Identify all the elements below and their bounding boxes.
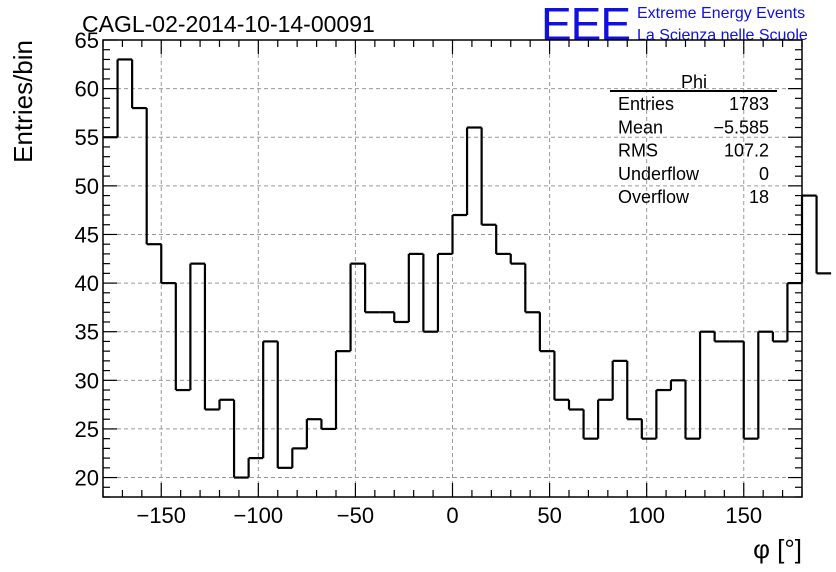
stats-box-title: Phi — [681, 72, 707, 92]
histogram-bin — [422, 253, 438, 333]
histogram-bin — [815, 195, 832, 275]
stats-row-label: Underflow — [618, 164, 700, 184]
histogram-bin — [436, 252, 453, 332]
histogram-bin — [713, 331, 730, 343]
histogram-bin — [800, 194, 817, 284]
y-tick-label: 65 — [75, 28, 99, 53]
histogram-bin — [684, 380, 701, 440]
histogram-bin — [262, 340, 278, 459]
y-tick-label: 50 — [75, 174, 99, 199]
y-tick-label: 20 — [75, 466, 99, 491]
y-tick-label: 60 — [75, 77, 99, 102]
y-tick-label: 30 — [75, 368, 99, 393]
histogram-bin — [189, 262, 205, 391]
y-tick-label: 40 — [75, 271, 99, 296]
stats-row-value: 1783 — [729, 94, 769, 114]
stats-row-value: −5.585 — [713, 117, 769, 137]
histogram-bin — [524, 263, 540, 314]
histogram-bin — [509, 253, 526, 265]
eee-logo-line1: Extreme Energy Events — [637, 5, 805, 22]
y-tick-label: 45 — [75, 222, 99, 247]
histogram-bin — [116, 58, 133, 138]
stats-row-label: RMS — [618, 141, 658, 161]
histogram-bin — [582, 409, 599, 440]
histogram-bin — [597, 398, 613, 439]
histogram-bin — [567, 399, 584, 411]
stats-row-value: 107.2 — [724, 141, 769, 161]
x-tick-label: −50 — [337, 503, 374, 528]
x-axis-label: φ [°] — [753, 534, 802, 564]
x-tick-label: 150 — [725, 503, 762, 528]
y-axis-ticks: 20 25 30 35 40 45 50 55 60 65 — [75, 28, 802, 498]
histogram-bin — [626, 360, 642, 421]
histogram-bin — [393, 312, 409, 324]
histogram-bin — [640, 419, 657, 440]
x-tick-label: 0 — [446, 503, 458, 528]
histogram-bars — [103, 58, 832, 479]
histogram-bin — [480, 127, 497, 226]
stats-box: Phi Entries 1783 Mean −5.585 RMS 107.2 Underfl… — [610, 72, 777, 207]
chart-title: CAGL-02-2014-10-14-00091 — [82, 11, 375, 37]
histogram-bin — [131, 59, 147, 110]
histogram-bin — [320, 419, 336, 431]
histogram-bin — [757, 330, 773, 439]
histogram-bin — [160, 244, 176, 285]
x-tick-label: −100 — [234, 503, 284, 528]
y-axis-label: Entries/bin — [8, 40, 38, 163]
histogram-bin — [553, 351, 569, 401]
histogram-bin — [451, 213, 468, 254]
histogram-bin — [203, 263, 220, 411]
y-tick-label: 25 — [75, 417, 99, 442]
histogram-bin — [334, 350, 351, 429]
stats-row-label: Entries — [618, 94, 674, 114]
histogram-bin — [291, 447, 307, 468]
x-axis-ticks: −150 −100 −50 0 50 100 150 — [102, 40, 803, 528]
x-tick-label: 100 — [628, 503, 665, 528]
histogram-bin — [538, 312, 555, 353]
histogram-bin — [247, 457, 264, 478]
histogram-bin — [174, 283, 191, 392]
histogram-bin — [276, 341, 293, 469]
histogram-bin — [771, 331, 788, 343]
histogram-bin — [669, 379, 686, 391]
x-tick-label: 50 — [537, 503, 561, 528]
histogram-bin — [742, 341, 759, 440]
stats-row-label: Mean — [618, 117, 663, 137]
histogram-bin — [655, 388, 671, 439]
histogram-bin — [349, 262, 366, 352]
eee-logo-mark: EEE — [541, 0, 630, 50]
histogram-bin — [364, 263, 380, 314]
histogram-bin — [145, 108, 162, 246]
stats-row-value: 18 — [749, 187, 769, 207]
eee-logo: EEE Extreme Energy Events La Scienza nel… — [541, 0, 808, 50]
histogram-bin — [407, 252, 424, 322]
histogram-bin — [495, 224, 511, 256]
histogram-bin — [611, 359, 628, 400]
histogram-bin — [698, 330, 715, 439]
histogram-bin — [465, 126, 482, 216]
grid — [103, 39, 802, 497]
x-tick-label: −150 — [136, 503, 186, 528]
histogram-bin — [218, 398, 235, 410]
histogram-bin — [305, 418, 322, 449]
stats-row-label: Overflow — [618, 187, 690, 207]
stats-row-value: 0 — [759, 164, 769, 184]
y-tick-label: 35 — [75, 320, 99, 345]
y-tick-label: 55 — [75, 125, 99, 150]
histogram-bin — [232, 399, 249, 479]
